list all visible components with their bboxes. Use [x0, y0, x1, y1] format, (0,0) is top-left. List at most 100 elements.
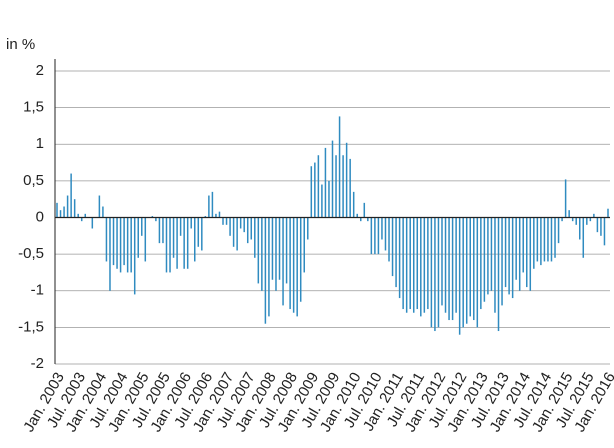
- bar: [568, 210, 570, 218]
- bar: [331, 140, 334, 218]
- bar: [603, 217, 606, 246]
- bar: [536, 217, 539, 262]
- bar: [56, 202, 58, 218]
- bar: [236, 217, 238, 251]
- bar: [232, 217, 235, 247]
- bar: [370, 217, 373, 255]
- bar: [285, 217, 288, 284]
- bar: [292, 217, 295, 313]
- bar: [186, 217, 189, 269]
- bar: [427, 217, 429, 310]
- bar: [222, 217, 224, 225]
- bar: [607, 208, 609, 218]
- bar: [268, 217, 270, 317]
- bar: [59, 210, 62, 218]
- bar: [197, 217, 200, 247]
- bar: [416, 217, 419, 310]
- bar: [356, 213, 358, 218]
- bar: [508, 217, 510, 295]
- bar: [239, 217, 242, 229]
- bar: [243, 217, 245, 233]
- bar: [310, 166, 313, 218]
- bar: [109, 217, 111, 291]
- bar: [381, 217, 383, 240]
- bar: [116, 217, 118, 269]
- bar: [487, 217, 489, 295]
- bar: [278, 217, 281, 280]
- bar: [349, 158, 351, 218]
- bar: [345, 142, 348, 218]
- bar: [225, 217, 228, 225]
- bar: [497, 217, 500, 332]
- bar: [63, 206, 65, 218]
- bar: [257, 217, 260, 284]
- bar: [352, 191, 355, 218]
- bar: [515, 217, 517, 280]
- bar: [462, 217, 464, 328]
- bar: [307, 217, 309, 240]
- bar: [303, 217, 305, 273]
- bar: [518, 217, 521, 291]
- bar: [465, 217, 468, 324]
- bar: [98, 195, 101, 218]
- bar: [451, 217, 454, 321]
- bar: [321, 184, 323, 218]
- bar: [388, 217, 390, 262]
- bar: [84, 213, 87, 218]
- y-tick-label: -1: [31, 282, 44, 299]
- bar: [441, 217, 443, 306]
- bar: [448, 217, 450, 321]
- bar: [66, 195, 69, 218]
- bar: [437, 217, 440, 328]
- bar: [480, 217, 482, 310]
- y-tick-label: 1: [36, 135, 44, 152]
- bar: [201, 217, 203, 251]
- bar: [494, 217, 496, 313]
- bar: [130, 217, 132, 273]
- bar: [91, 217, 94, 229]
- bar: [73, 199, 76, 218]
- bar: [504, 217, 507, 288]
- bar: [102, 206, 104, 218]
- bar: [540, 217, 542, 266]
- bar: [384, 217, 387, 251]
- bar: [229, 217, 231, 236]
- bar: [250, 217, 253, 240]
- bar: [218, 211, 221, 218]
- y-axis-label: in %: [6, 36, 35, 53]
- bar: [317, 155, 320, 218]
- bar: [338, 116, 341, 218]
- bar: [473, 217, 475, 321]
- bar: [141, 217, 143, 236]
- bar: [275, 217, 277, 291]
- bar: [314, 162, 316, 218]
- bar: [444, 217, 447, 313]
- bar: [526, 217, 528, 288]
- bar: [169, 217, 171, 273]
- bar: [522, 217, 524, 273]
- bar: [179, 217, 182, 236]
- bar: [600, 217, 602, 236]
- bar: [412, 217, 415, 313]
- bar: [254, 217, 256, 258]
- bar: [282, 217, 284, 306]
- bar: [391, 217, 394, 277]
- bar: [554, 217, 556, 258]
- bar: [246, 217, 249, 244]
- bar: [593, 213, 595, 218]
- bar: [557, 217, 560, 244]
- bar: [172, 217, 175, 258]
- bar: [547, 217, 549, 262]
- bar: [194, 217, 196, 262]
- bar: [483, 217, 486, 302]
- bar: [77, 213, 79, 218]
- bar: [575, 217, 577, 225]
- bar: [261, 217, 263, 291]
- bar: [70, 173, 72, 218]
- bar: [377, 217, 380, 255]
- bar: [402, 217, 404, 310]
- bar: [420, 217, 422, 317]
- bar: [158, 217, 161, 244]
- bar: [550, 217, 553, 262]
- bar: [328, 180, 330, 218]
